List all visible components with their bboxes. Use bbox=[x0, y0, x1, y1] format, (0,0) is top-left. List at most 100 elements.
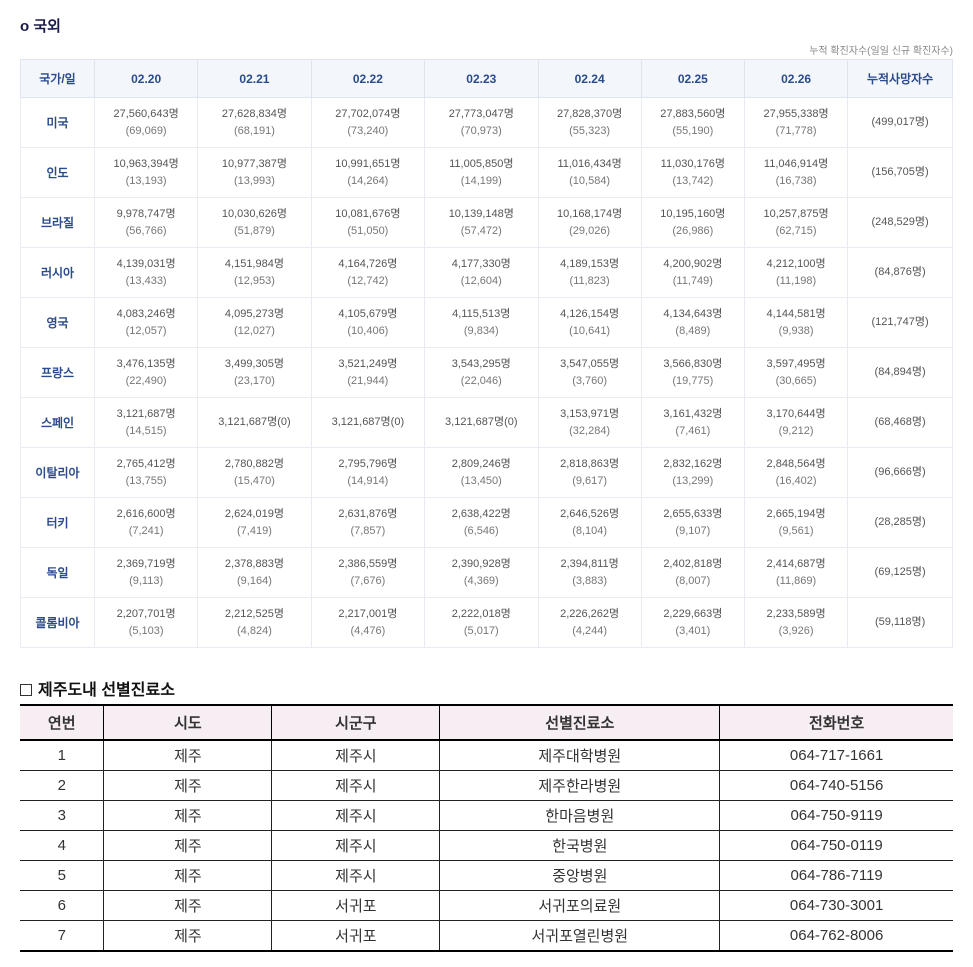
data-cell: 2,233,589명(3,926) bbox=[744, 598, 847, 648]
cell-total: 2,229,663명 bbox=[646, 606, 740, 623]
data-cell: 2,402,818명(8,007) bbox=[641, 548, 744, 598]
cell-total: 3,521,249명 bbox=[316, 356, 420, 373]
data-cell: 4,126,154명(10,641) bbox=[538, 298, 641, 348]
cell-new: (19,775) bbox=[646, 373, 740, 390]
data-cell: 2,369,719명(9,113) bbox=[95, 548, 198, 598]
cell-total: 10,977,387명 bbox=[202, 156, 306, 173]
clinic-cell: 제주시 bbox=[272, 861, 440, 891]
cell-new: (15,470) bbox=[202, 473, 306, 490]
data-cell: 2,655,633명(9,107) bbox=[641, 498, 744, 548]
cell-total: 3,121,687명(0) bbox=[429, 414, 533, 431]
data-cell: 27,628,834명(68,191) bbox=[198, 98, 311, 148]
clinic-cell: 064-786-7119 bbox=[720, 861, 953, 891]
cell-total: 4,151,984명 bbox=[202, 256, 306, 273]
cell-new: (9,938) bbox=[749, 323, 843, 340]
cell-new: (55,323) bbox=[543, 123, 637, 140]
death-cell: (28,285명) bbox=[848, 498, 953, 548]
data-cell: 3,121,687명(0) bbox=[425, 398, 538, 448]
table-row: 1제주제주시제주대학병원064-717-1661 bbox=[20, 740, 953, 771]
cell-total: 2,780,882명 bbox=[202, 456, 306, 473]
cell-new: (11,198) bbox=[749, 273, 843, 290]
data-cell: 11,005,850명(14,199) bbox=[425, 148, 538, 198]
cell-new: (62,715) bbox=[749, 223, 843, 240]
cell-new: (14,199) bbox=[429, 173, 533, 190]
country-cell: 러시아 bbox=[21, 248, 95, 298]
data-cell: 2,631,876명(7,857) bbox=[311, 498, 424, 548]
data-cell: 4,095,273명(12,027) bbox=[198, 298, 311, 348]
cell-total: 2,212,525명 bbox=[202, 606, 306, 623]
data-cell: 3,121,687명(14,515) bbox=[95, 398, 198, 448]
data-cell: 10,081,676명(51,050) bbox=[311, 198, 424, 248]
clinic-section-title: 제주도내 선별진료소 bbox=[20, 676, 953, 700]
country-cell: 콜롬비아 bbox=[21, 598, 95, 648]
cell-total: 2,638,422명 bbox=[429, 506, 533, 523]
cell-new: (26,986) bbox=[646, 223, 740, 240]
data-cell: 3,521,249명(21,944) bbox=[311, 348, 424, 398]
cell-total: 4,115,513명 bbox=[429, 306, 533, 323]
clinic-cell: 5 bbox=[20, 861, 104, 891]
data-cell: 4,144,581명(9,938) bbox=[744, 298, 847, 348]
cell-new: (56,766) bbox=[99, 223, 193, 240]
data-cell: 2,390,928명(4,369) bbox=[425, 548, 538, 598]
country-cell: 독일 bbox=[21, 548, 95, 598]
clinic-cell: 제주 bbox=[104, 771, 272, 801]
cell-total: 2,386,559명 bbox=[316, 556, 420, 573]
cell-total: 2,631,876명 bbox=[316, 506, 420, 523]
cell-total: 10,139,148명 bbox=[429, 206, 533, 223]
data-cell: 2,795,796명(14,914) bbox=[311, 448, 424, 498]
world-section-title: o 국외 bbox=[20, 15, 953, 36]
cell-new: (13,433) bbox=[99, 273, 193, 290]
cell-new: (12,027) bbox=[202, 323, 306, 340]
cell-new: (13,993) bbox=[202, 173, 306, 190]
data-cell: 10,139,148명(57,472) bbox=[425, 198, 538, 248]
world-table: 국가/일02.2002.2102.2202.2302.2402.2502.26누… bbox=[20, 59, 953, 648]
data-cell: 27,955,338명(71,778) bbox=[744, 98, 847, 148]
clinic-header-cell: 전화번호 bbox=[720, 705, 953, 740]
cell-new: (13,193) bbox=[99, 173, 193, 190]
cell-new: (12,604) bbox=[429, 273, 533, 290]
cell-new: (16,738) bbox=[749, 173, 843, 190]
cell-total: 2,402,818명 bbox=[646, 556, 740, 573]
cell-total: 2,233,589명 bbox=[749, 606, 843, 623]
cell-total: 2,207,701명 bbox=[99, 606, 193, 623]
cell-total: 3,566,830명 bbox=[646, 356, 740, 373]
clinic-cell: 064-750-9119 bbox=[720, 801, 953, 831]
cell-new: (7,461) bbox=[646, 423, 740, 440]
cell-new: (5,103) bbox=[99, 623, 193, 640]
cell-total: 2,795,796명 bbox=[316, 456, 420, 473]
world-header-cell: 02.25 bbox=[641, 60, 744, 98]
cell-new: (14,264) bbox=[316, 173, 420, 190]
cell-new: (12,953) bbox=[202, 273, 306, 290]
table-row: 3제주제주시한마음병원064-750-9119 bbox=[20, 801, 953, 831]
country-cell: 영국 bbox=[21, 298, 95, 348]
clinic-cell: 064-730-3001 bbox=[720, 891, 953, 921]
table-row: 6제주서귀포서귀포의료원064-730-3001 bbox=[20, 891, 953, 921]
cell-new: (7,857) bbox=[316, 523, 420, 540]
cell-total: 3,153,971명 bbox=[543, 406, 637, 423]
cell-new: (9,561) bbox=[749, 523, 843, 540]
table-row: 터키2,616,600명(7,241)2,624,019명(7,419)2,63… bbox=[21, 498, 953, 548]
clinic-title-text: 제주도내 선별진료소 bbox=[38, 682, 175, 699]
cell-total: 11,030,176명 bbox=[646, 156, 740, 173]
clinic-cell: 064-740-5156 bbox=[720, 771, 953, 801]
world-header-cell: 02.21 bbox=[198, 60, 311, 98]
data-cell: 10,030,626명(51,879) bbox=[198, 198, 311, 248]
data-cell: 3,161,432명(7,461) bbox=[641, 398, 744, 448]
cell-total: 10,991,651명 bbox=[316, 156, 420, 173]
clinic-cell: 7 bbox=[20, 921, 104, 952]
data-cell: 4,139,031명(13,433) bbox=[95, 248, 198, 298]
clinic-cell: 제주한라병원 bbox=[440, 771, 720, 801]
clinic-cell: 중앙병원 bbox=[440, 861, 720, 891]
clinic-header-cell: 연번 bbox=[20, 705, 104, 740]
clinic-cell: 한마음병원 bbox=[440, 801, 720, 831]
table-row: 2제주제주시제주한라병원064-740-5156 bbox=[20, 771, 953, 801]
cell-new: (9,113) bbox=[99, 573, 193, 590]
cell-new: (11,869) bbox=[749, 573, 843, 590]
cell-total: 11,046,914명 bbox=[749, 156, 843, 173]
cell-total: 4,134,643명 bbox=[646, 306, 740, 323]
data-cell: 2,394,811명(3,883) bbox=[538, 548, 641, 598]
data-cell: 2,638,422명(6,546) bbox=[425, 498, 538, 548]
cell-total: 3,499,305명 bbox=[202, 356, 306, 373]
clinic-header-cell: 시군구 bbox=[272, 705, 440, 740]
cell-total: 27,828,370명 bbox=[543, 106, 637, 123]
